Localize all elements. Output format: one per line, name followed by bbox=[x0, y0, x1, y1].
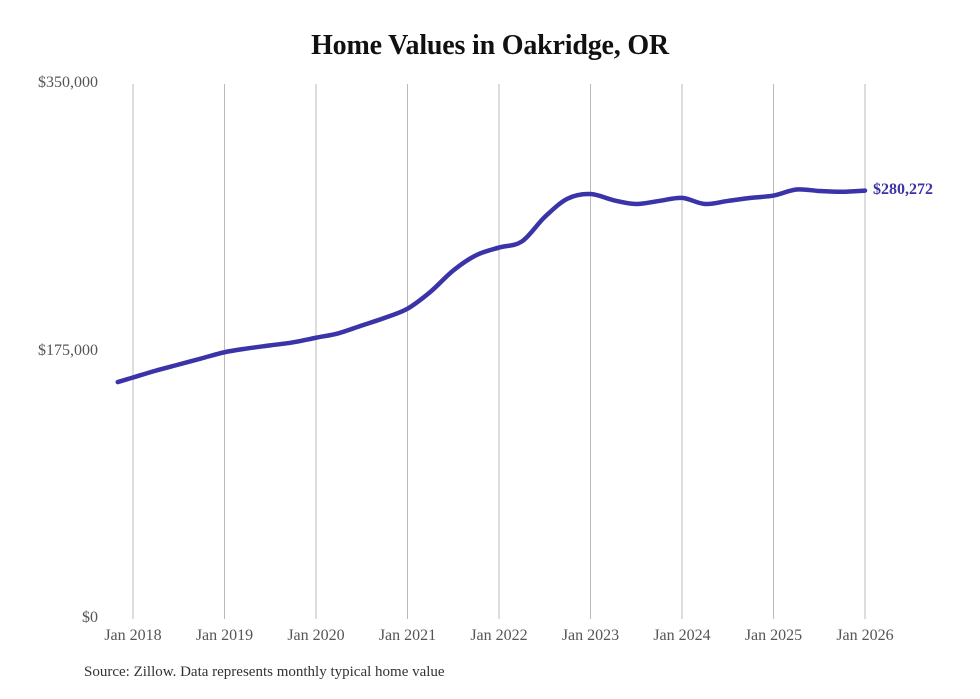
x-axis-tick-label: Jan 2021 bbox=[378, 627, 437, 644]
data-series-line bbox=[115, 187, 868, 385]
x-axis-tick-label: Jan 2023 bbox=[561, 627, 620, 644]
end-value-annotation: $280,272 bbox=[873, 180, 933, 198]
y-axis-tick-label: $350,000 bbox=[38, 74, 98, 91]
y-axis-tick-label: $175,000 bbox=[38, 341, 98, 359]
x-axis-tick-label: Jan 2026 bbox=[836, 627, 894, 644]
x-axis-tick-label: Jan 2019 bbox=[195, 627, 254, 644]
y-axis-tick-label: $0 bbox=[82, 609, 98, 626]
gridlines bbox=[132, 84, 866, 619]
x-axis-tick-label: Jan 2018 bbox=[104, 627, 162, 644]
x-axis-tick-label: Jan 2025 bbox=[744, 627, 803, 644]
x-axis-tick-label: Jan 2020 bbox=[287, 627, 345, 644]
source-footnote: Source: Zillow. Data represents monthly … bbox=[84, 664, 445, 680]
x-axis-tick-label: Jan 2022 bbox=[470, 627, 528, 644]
chart-title: Home Values in Oakridge, OR bbox=[311, 30, 669, 61]
x-axis-tick-label: Jan 2024 bbox=[653, 627, 711, 644]
